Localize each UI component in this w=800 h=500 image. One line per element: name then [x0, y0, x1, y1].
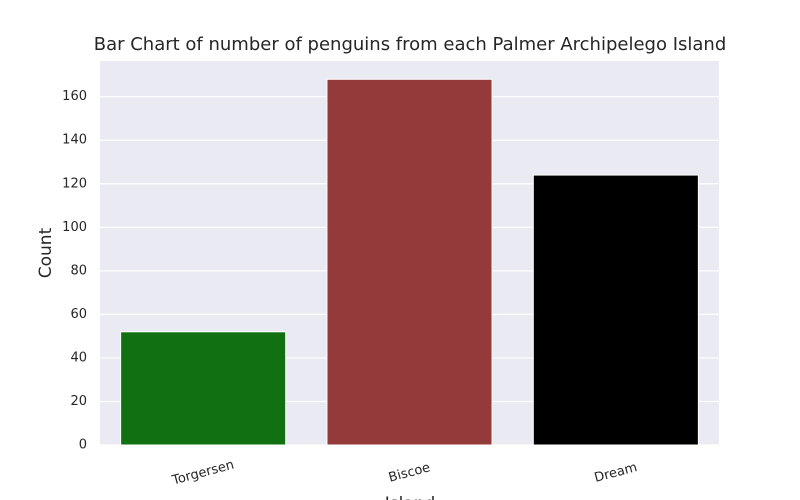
chart-title: Bar Chart of number of penguins from eac…: [94, 34, 727, 55]
bar: [120, 331, 287, 446]
y-axis-label: Count: [36, 227, 56, 278]
y-tick-label: 0: [79, 438, 87, 453]
y-tick-label: 140: [62, 133, 87, 148]
y-tick-label: 60: [70, 307, 87, 322]
y-tick-label: 80: [70, 263, 87, 278]
x-axis-label: Island: [385, 494, 436, 500]
bar: [326, 78, 493, 446]
y-tick-label: 20: [70, 394, 87, 409]
x-tick-label: Dream: [593, 460, 639, 486]
y-tick-label: 160: [62, 89, 87, 104]
x-tick-label: Biscoe: [387, 460, 432, 485]
x-tick-label: Torgersen: [170, 458, 236, 489]
bar: [532, 174, 699, 446]
y-tick-label: 120: [62, 176, 87, 191]
y-tick-label: 40: [70, 350, 87, 365]
y-tick-label: 100: [62, 220, 87, 235]
